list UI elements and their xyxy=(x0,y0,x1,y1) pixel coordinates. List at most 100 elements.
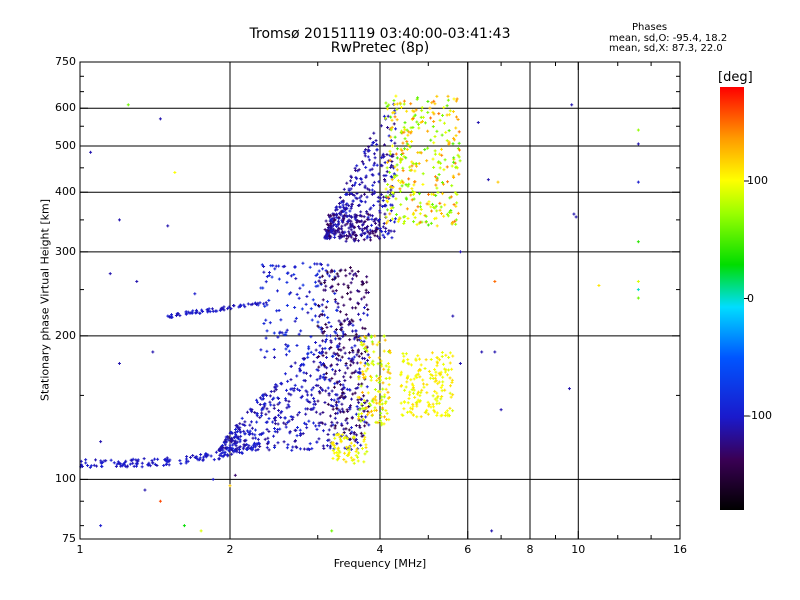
data-point xyxy=(455,115,459,119)
data-point xyxy=(356,455,360,459)
data-point xyxy=(440,153,444,157)
data-point xyxy=(376,219,380,223)
data-point xyxy=(291,415,295,419)
data-point xyxy=(339,200,343,204)
data-point xyxy=(435,396,439,400)
data-point xyxy=(393,102,397,106)
data-point xyxy=(132,464,136,468)
data-point xyxy=(211,477,215,481)
data-point xyxy=(486,178,490,182)
data-point xyxy=(377,381,381,385)
data-point xyxy=(294,445,298,449)
data-point xyxy=(245,410,249,414)
data-point xyxy=(351,348,355,352)
data-point xyxy=(369,376,373,380)
data-point xyxy=(377,172,381,176)
data-point xyxy=(250,426,254,430)
data-point xyxy=(347,452,351,456)
data-point xyxy=(156,457,160,461)
data-point xyxy=(88,465,92,469)
data-point xyxy=(452,97,456,101)
data-point xyxy=(390,236,394,240)
data-point xyxy=(440,389,444,393)
data-point xyxy=(410,160,414,164)
data-point xyxy=(443,388,447,392)
data-point xyxy=(349,179,353,183)
data-point xyxy=(437,371,441,375)
data-point xyxy=(405,376,409,380)
data-point xyxy=(341,203,345,207)
data-point xyxy=(338,368,342,372)
data-point xyxy=(327,378,331,382)
data-point xyxy=(417,192,421,196)
data-point xyxy=(279,411,283,415)
data-point xyxy=(259,432,263,436)
data-point xyxy=(448,361,452,365)
data-point xyxy=(367,188,371,192)
data-point xyxy=(365,227,369,231)
data-point xyxy=(434,373,438,377)
data-point xyxy=(390,118,394,122)
data-point xyxy=(438,208,442,212)
data-point xyxy=(286,420,290,424)
data-point xyxy=(453,219,457,223)
data-point xyxy=(223,443,227,447)
data-point xyxy=(340,394,344,398)
data-point xyxy=(410,198,414,202)
data-point xyxy=(265,329,269,333)
data-point xyxy=(451,409,455,413)
data-point xyxy=(276,402,280,406)
data-point xyxy=(374,221,378,225)
data-point xyxy=(321,354,325,358)
data-point xyxy=(435,178,439,182)
data-point xyxy=(335,334,339,338)
data-point xyxy=(448,351,452,355)
data-point xyxy=(431,402,435,406)
data-point xyxy=(405,142,409,146)
data-point xyxy=(335,450,339,454)
data-point xyxy=(323,236,327,240)
data-point xyxy=(329,424,333,428)
data-point xyxy=(335,442,339,446)
data-point xyxy=(303,379,307,383)
data-point xyxy=(447,355,451,359)
data-point xyxy=(367,158,371,162)
data-point xyxy=(365,236,369,240)
data-point xyxy=(248,429,252,433)
data-point xyxy=(353,391,357,395)
data-point xyxy=(298,286,302,290)
data-point xyxy=(229,307,233,311)
data-point xyxy=(572,212,576,216)
data-point xyxy=(442,168,446,172)
data-point xyxy=(302,421,306,425)
data-point xyxy=(310,447,314,451)
data-point xyxy=(207,307,211,311)
data-point xyxy=(334,433,338,437)
data-point xyxy=(268,394,272,398)
data-point xyxy=(350,357,354,361)
data-point xyxy=(275,384,279,388)
data-point xyxy=(382,114,386,118)
data-point xyxy=(402,222,406,226)
data-point xyxy=(386,195,390,199)
data-point xyxy=(255,400,259,404)
data-point xyxy=(374,217,378,221)
data-point xyxy=(389,188,393,192)
data-point xyxy=(285,303,289,307)
data-point xyxy=(340,355,344,359)
data-point xyxy=(364,291,368,295)
data-point xyxy=(304,302,308,306)
data-point xyxy=(330,420,334,424)
data-point xyxy=(448,376,452,380)
data-point xyxy=(324,284,328,288)
data-point xyxy=(280,331,284,335)
data-point xyxy=(254,302,258,306)
data-point xyxy=(567,387,571,391)
data-point xyxy=(362,238,366,242)
data-point xyxy=(386,126,390,130)
data-point xyxy=(293,265,297,269)
data-point xyxy=(332,213,336,217)
data-point xyxy=(293,305,297,309)
data-point xyxy=(178,314,182,318)
data-point xyxy=(374,398,378,402)
